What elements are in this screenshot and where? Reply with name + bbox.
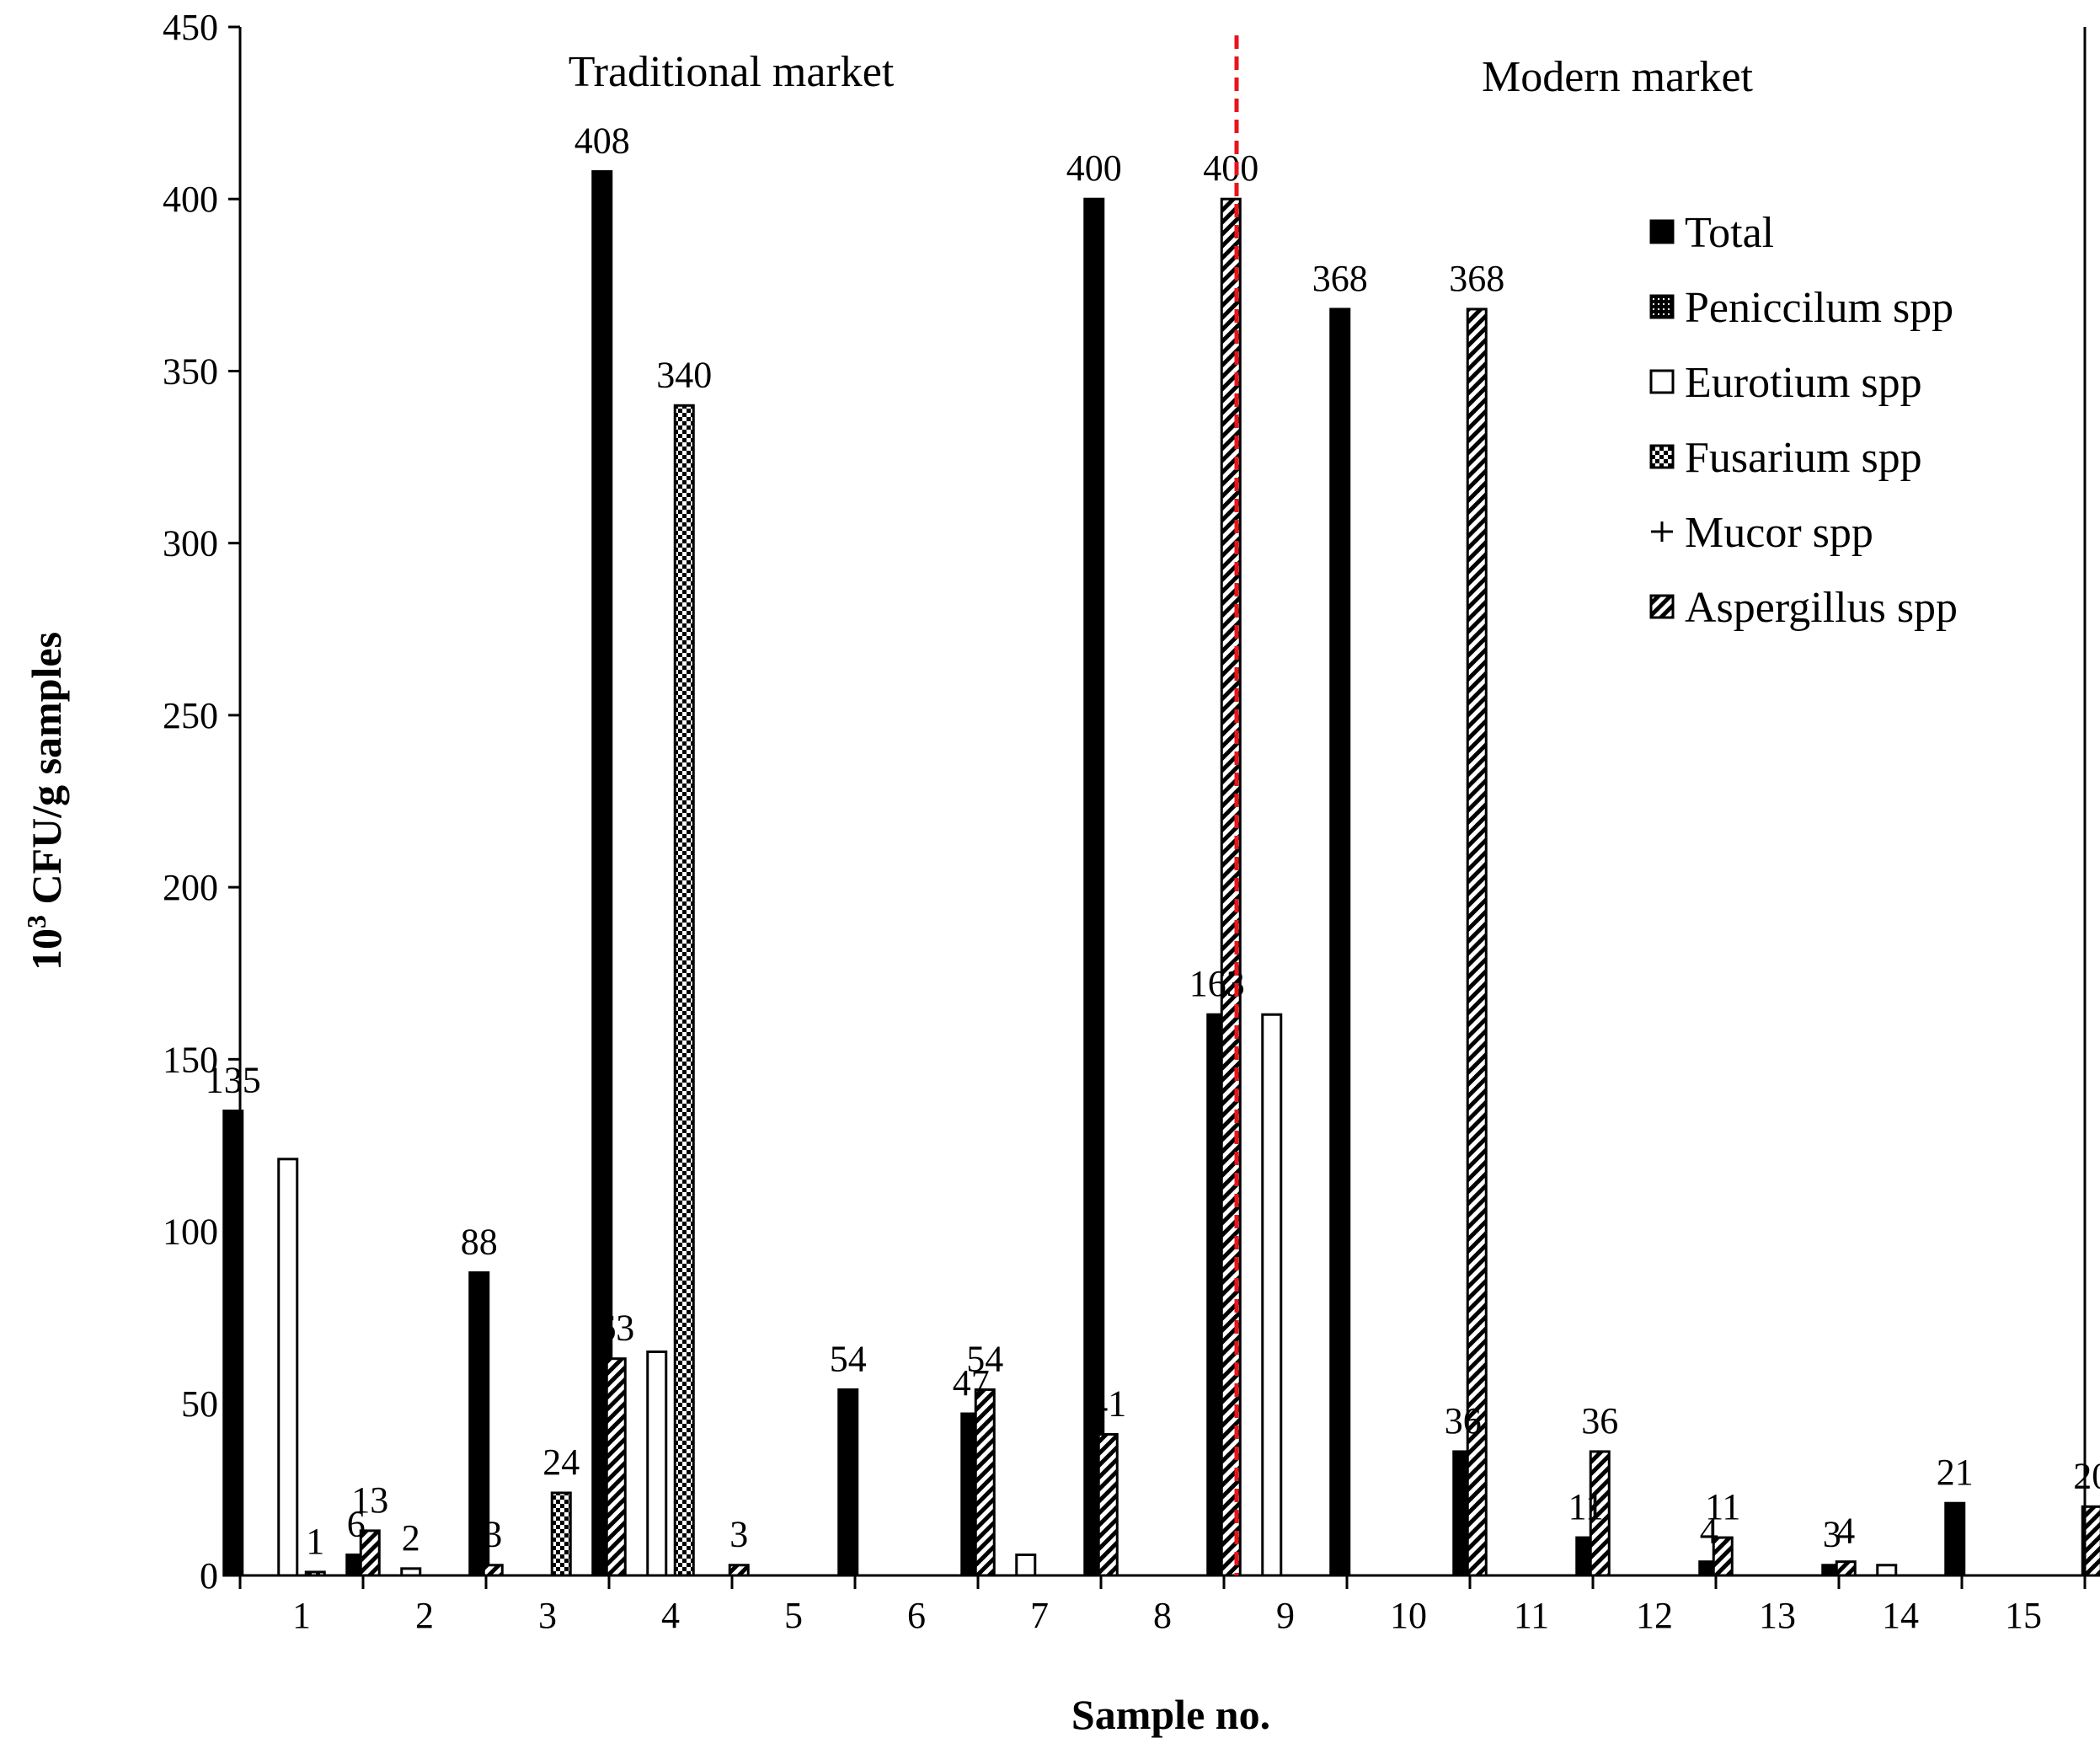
bar-aspergillus-spp-sample-6 [974,1388,996,1577]
legend-swatch-eurotium-spp [1649,369,1675,394]
data-label-aspergillus-spp-sample-12: 11 [1705,1486,1740,1527]
x-tick-label-5: 5 [784,1595,803,1636]
data-label-aspergillus-spp-sample-3: 63 [597,1308,634,1349]
data-label-aspergillus-spp-sample-8: 400 [1203,147,1258,189]
legend-label-peniccilum-spp: Peniccilum spp [1685,284,1953,332]
data-label-fusarium-spp-sample-3: 24 [542,1441,580,1483]
data-label-total-sample-11: 36 [1445,1400,1482,1441]
bar-eurotium-spp-sample-9 [1261,1013,1283,1577]
legend-label-eurotium-spp: Eurotium spp [1685,359,1922,407]
bar-total-sample-6 [837,1388,859,1577]
bar-aspergillus-spp-sample-10 [1466,308,1488,1577]
bar-aspergillus-spp-sample-4 [728,1564,750,1577]
x-tick-label-4: 4 [661,1595,680,1636]
x-tick-label-7: 7 [1030,1595,1049,1636]
x-tick-label-13: 13 [1759,1595,1796,1636]
data-label-total-sample-8: 400 [1066,147,1122,189]
legend-swatch-aspergillus-spp [1649,594,1675,619]
bar-fusarium-spp-sample-4 [673,404,695,1577]
y-tick-label-350: 350 [163,350,218,392]
y-tick-label-300: 300 [163,523,218,564]
data-label-aspergillus-spp-sample-10: 368 [1449,258,1504,299]
y-tick-label-250: 250 [163,695,218,736]
y-tick-label-150: 150 [163,1039,218,1080]
legend-swatch-peniccilum-spp [1649,294,1675,319]
bar-aspergillus-spp-sample-7 [1097,1433,1119,1577]
bar-total-sample-8 [1083,197,1105,1577]
y-tick-label-0: 0 [200,1555,218,1597]
y-tick-label-200: 200 [163,867,218,908]
y-axis-title: 103 CFU/g samples [21,632,70,971]
y-tick-label-100: 100 [163,1211,218,1253]
bar-aspergillus-spp-sample-3 [605,1357,627,1577]
legend-swatch-fusarium-spp [1649,444,1675,469]
y-tick-label-450: 450 [163,7,218,48]
x-tick-label-6: 6 [907,1595,926,1636]
x-tick-label-3: 3 [538,1595,557,1636]
bar-fusarium-spp-sample-3 [550,1491,572,1577]
x-tick-label-12: 12 [1636,1595,1673,1636]
data-label-fusarium-spp-sample-1: 1 [306,1521,324,1562]
x-tick-label-15: 15 [2005,1595,2042,1636]
legend-label-aspergillus-spp: Aspergillus spp [1685,584,1958,632]
x-tick-label-2: 2 [415,1595,434,1636]
x-axis-title: Sample no. [1071,1691,1270,1738]
legend: Total Peniccilum spp Eurotium spp Fusarium … [1649,209,1958,632]
data-label-total-sample-12: 11 [1568,1486,1604,1527]
bar-total-sample-10 [1329,308,1351,1577]
data-label-aspergillus-spp-sample-7: 41 [1089,1383,1126,1425]
data-label-total-sample-15: 21 [1937,1452,1974,1493]
data-label-aspergillus-spp-sample-4: 3 [729,1514,748,1555]
x-tick-label-11: 11 [1514,1595,1549,1636]
x-tick-label-10: 10 [1390,1595,1427,1636]
region-label-modern-market: Modern market [1482,53,1754,101]
legend-label-total: Total [1685,209,1774,257]
bar-aspergillus-spp-sample-2 [482,1564,504,1577]
legend-swatch-total [1649,219,1675,244]
data-label-total-sample-2: 6 [347,1503,366,1544]
data-label-aspergillus-spp-sample-6: 54 [966,1338,1003,1379]
data-label-aspergillus-spp-sample-1: 13 [351,1479,388,1521]
data-label-fusarium-spp-sample-4: 340 [656,354,712,395]
data-label-total-sample-3: 88 [461,1222,498,1263]
data-label-total-sample-4: 408 [574,120,630,162]
x-tick-label-9: 9 [1276,1595,1295,1636]
y-tick-label-400: 400 [163,179,218,220]
y-axis-title-base: 10 [23,928,70,971]
data-label-total-sample-6: 54 [830,1338,867,1379]
data-label-total-sample-7: 47 [953,1362,990,1404]
x-tick-label-1: 1 [292,1595,311,1636]
bar-eurotium-spp-sample-7 [1015,1553,1037,1577]
data-label-eurotium-spp-sample-2: 2 [402,1517,420,1559]
x-tick-label-14: 14 [1882,1595,1919,1636]
bar-eurotium-spp-sample-14 [1876,1564,1898,1577]
data-label-aspergillus-spp-sample-15: 20 [2073,1455,2100,1496]
y-axis-title-superscript: 3 [21,915,51,928]
bar-total-sample-15 [1944,1501,1966,1577]
y-axis-title-rest: CFU/g samples [23,632,70,915]
data-label-total-sample-10: 368 [1312,258,1368,299]
legend-label-mucor-spp: Mucor spp [1685,509,1873,557]
y-tick-label-50: 50 [181,1383,218,1425]
data-label-aspergillus-spp-sample-11: 36 [1581,1400,1618,1441]
region-label-traditional-market: Traditional market [569,48,895,96]
x-tick-label-8: 8 [1153,1595,1172,1636]
bar-eurotium-spp-sample-4 [646,1351,668,1577]
data-label-total-sample-13: 4 [1700,1511,1718,1552]
data-label-aspergillus-spp-sample-13: 4 [1836,1511,1855,1552]
data-label-aspergillus-spp-sample-2: 3 [484,1514,502,1555]
bar-eurotium-spp-sample-1 [277,1158,299,1577]
bar-aspergillus-spp-sample-15 [2081,1505,2100,1577]
data-label-total-sample-1: 135 [206,1060,261,1101]
data-label-total-sample-14: 3 [1823,1514,1841,1555]
legend-label-fusarium-spp: Fusarium spp [1685,434,1922,482]
bar-aspergillus-spp-sample-13 [1835,1560,1857,1577]
